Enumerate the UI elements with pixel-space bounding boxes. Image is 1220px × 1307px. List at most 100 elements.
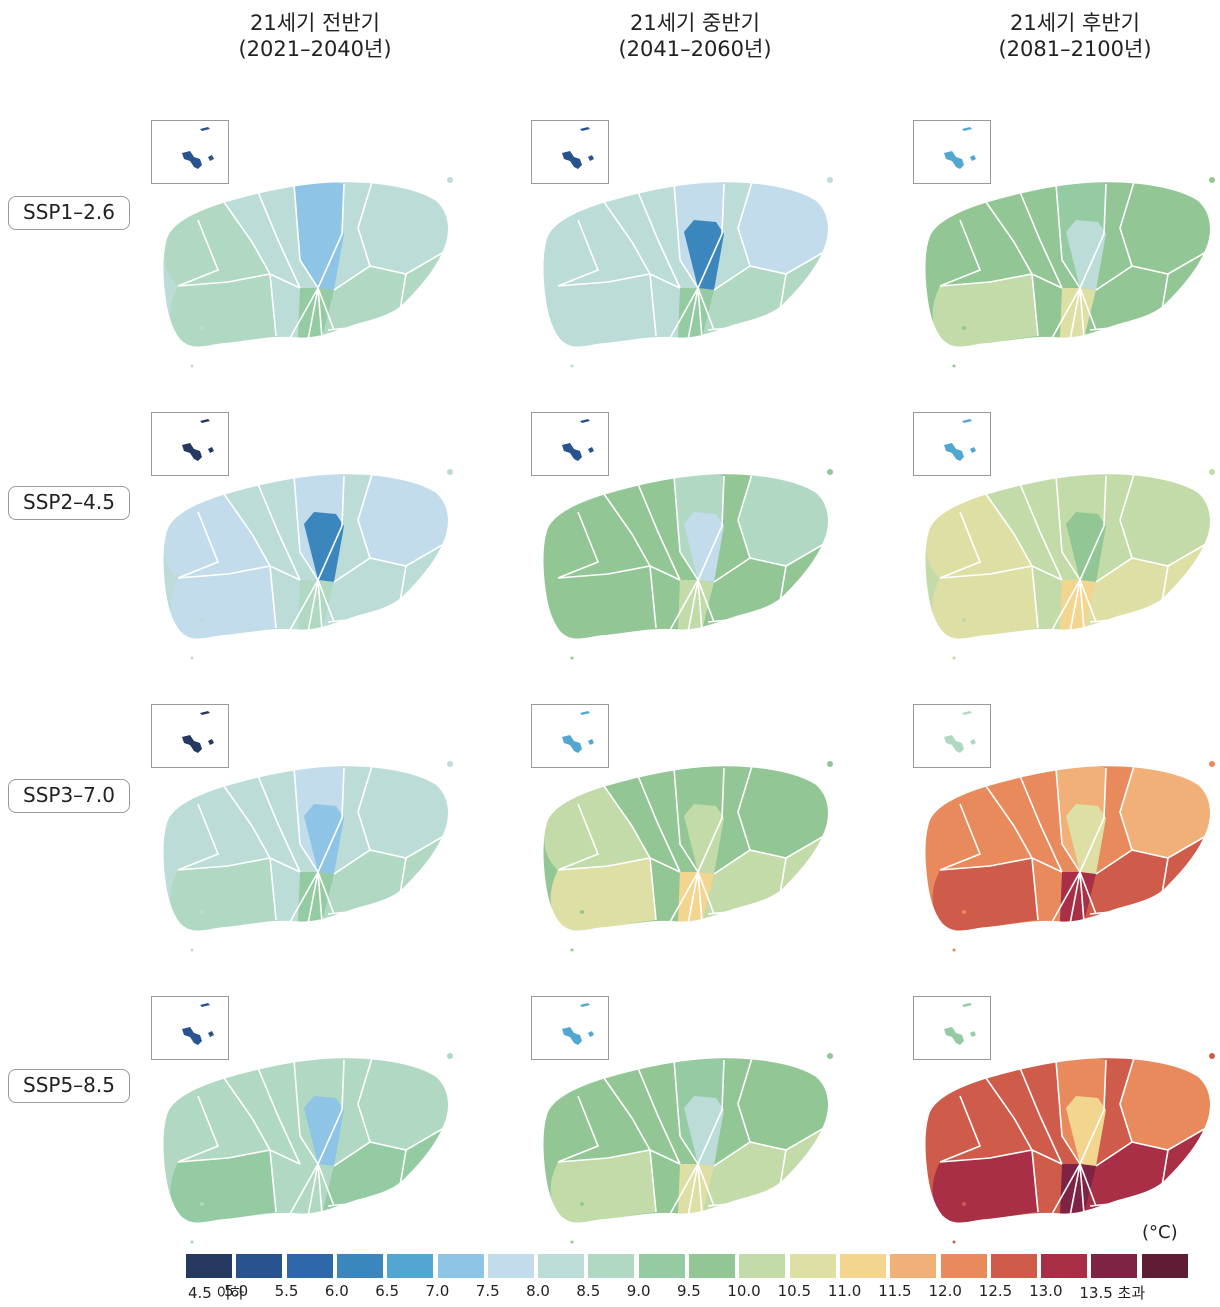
- district-border: [939, 219, 982, 287]
- district-border: [1095, 1057, 1135, 1167]
- inset-island-shape: [562, 711, 594, 753]
- district-border: [269, 273, 277, 337]
- region-southwest: [170, 858, 276, 932]
- district-border: [779, 565, 787, 603]
- island-map-svg: [923, 177, 1215, 368]
- district-border: [399, 1149, 407, 1187]
- legend-swatch: [588, 1254, 635, 1278]
- region-center: [304, 220, 344, 290]
- region-south: [322, 836, 444, 920]
- legend-swatch: [437, 1254, 484, 1278]
- islet: [447, 177, 453, 183]
- region-east: [738, 182, 829, 274]
- islet: [827, 177, 833, 183]
- region-east: [1120, 1058, 1211, 1150]
- island-map-svg: [541, 761, 833, 952]
- district-border: [317, 767, 345, 873]
- region-east: [358, 766, 449, 858]
- district-border: [223, 493, 301, 581]
- legend-swatch: [689, 1254, 735, 1278]
- islet: [570, 1240, 574, 1244]
- district-border: [269, 857, 277, 921]
- inset-map: [913, 704, 991, 768]
- region-south: [1084, 1128, 1206, 1212]
- region-southcenter: [1060, 580, 1096, 632]
- column-header-period: (2041–2060년): [618, 37, 772, 61]
- islet: [190, 656, 194, 660]
- district-border: [257, 775, 301, 873]
- legend-tick-label: 10.5: [777, 1282, 811, 1300]
- inset-map: [531, 120, 609, 184]
- islet: [952, 656, 956, 660]
- islet: [570, 364, 574, 368]
- islet: [447, 761, 453, 767]
- district-border: [317, 475, 345, 581]
- islet: [962, 910, 966, 914]
- region-center: [684, 1096, 724, 1166]
- district-border: [317, 1163, 335, 1207]
- district-border: [177, 219, 220, 287]
- islet: [952, 1240, 956, 1244]
- district-border: [557, 1149, 651, 1163]
- district-border: [939, 565, 1033, 579]
- island-map-svg: [923, 761, 1215, 952]
- legend-swatch: [487, 1254, 534, 1278]
- district-border: [557, 273, 651, 287]
- jeju-map: [150, 118, 453, 368]
- region-west: [544, 1078, 650, 1162]
- inset-map: [531, 704, 609, 768]
- islet: [952, 948, 956, 952]
- district-border: [1031, 1149, 1039, 1213]
- islet: [200, 618, 204, 622]
- district-border: [687, 579, 699, 633]
- region-southwest: [932, 566, 1038, 640]
- region-west: [164, 786, 270, 870]
- inset-map: [913, 996, 991, 1060]
- district-border: [317, 871, 335, 915]
- islet: [580, 1202, 584, 1206]
- islet: [580, 326, 584, 330]
- inset-map: [151, 996, 229, 1060]
- islet: [190, 364, 194, 368]
- district-border: [669, 871, 699, 923]
- district-border: [307, 871, 319, 925]
- region-east: [1120, 766, 1211, 858]
- district-border: [557, 803, 600, 871]
- island-map-svg: [161, 177, 453, 368]
- island-map-svg: [923, 469, 1215, 660]
- district-border: [1051, 1163, 1081, 1215]
- district-border: [669, 1163, 699, 1215]
- row-label-ssp2: SSP2–4.5: [8, 486, 130, 520]
- district-border: [1031, 565, 1039, 629]
- legend-swatch: [387, 1254, 434, 1278]
- region-center: [304, 512, 344, 582]
- district-border: [1079, 579, 1097, 623]
- region-south: [702, 252, 824, 336]
- district-border: [697, 1059, 725, 1165]
- district-border: [293, 1059, 319, 1165]
- district-border: [687, 1163, 699, 1217]
- district-border: [673, 767, 699, 873]
- region-center: [684, 512, 724, 582]
- region-southcenter: [678, 288, 714, 340]
- column-header-period: (2021–2040년): [238, 37, 392, 61]
- district-border: [317, 287, 323, 339]
- district-border: [317, 579, 323, 631]
- district-border: [697, 1163, 703, 1215]
- region-southcenter: [678, 580, 714, 632]
- islet: [827, 469, 833, 475]
- district-border: [673, 1059, 699, 1165]
- islet: [580, 910, 584, 914]
- district-border: [557, 565, 651, 579]
- region-south: [702, 544, 824, 628]
- region-east: [358, 474, 449, 566]
- district-border: [1161, 857, 1169, 895]
- legend-tick-label: 8.0: [526, 1282, 550, 1300]
- legend-tick-label: 13.0: [1029, 1282, 1063, 1300]
- region-south: [702, 1128, 824, 1212]
- district-border: [713, 765, 753, 875]
- region-east: [1120, 474, 1211, 566]
- row-label-ssp1: SSP1–2.6: [8, 196, 130, 230]
- district-border: [1019, 1067, 1063, 1165]
- district-border: [333, 181, 373, 291]
